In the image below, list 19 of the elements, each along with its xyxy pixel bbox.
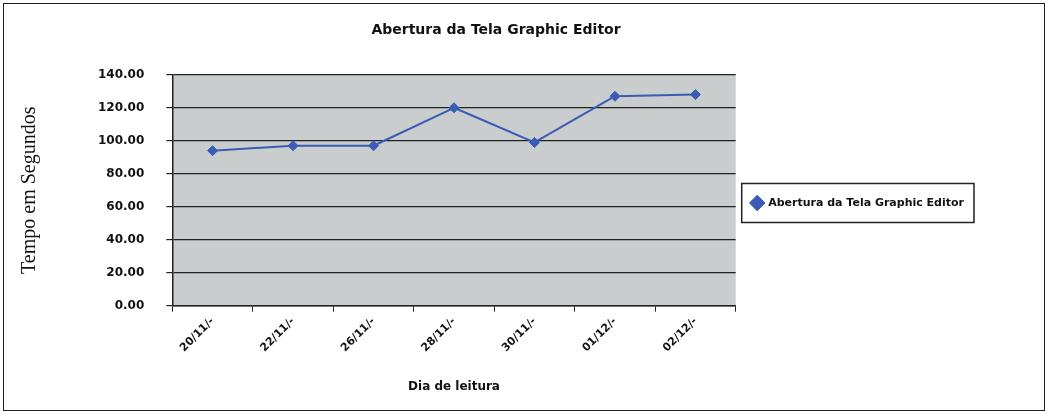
legend-label: Abertura da Tela Graphic Editor (768, 195, 965, 209)
point (287, 140, 299, 152)
y-tick-label: 80.00 (106, 165, 145, 180)
y-tick-label: 140.00 (97, 66, 145, 81)
y-tick-label: 120.00 (97, 99, 145, 114)
point (609, 90, 621, 102)
y-axis-title: Tempo em Segundos (17, 106, 41, 274)
chart-title: Abertura da Tela Graphic Editor (371, 21, 621, 38)
point (368, 140, 380, 152)
y-tick-label: 0.00 (114, 297, 145, 312)
point (689, 89, 701, 101)
x-axis-title: Dia de leitura (408, 378, 500, 393)
y-tick-label: 40.00 (106, 231, 145, 246)
point (207, 145, 219, 157)
y-tick-label: 100.00 (97, 132, 145, 147)
point (528, 136, 540, 148)
y-tick-label: 60.00 (106, 198, 145, 213)
point (448, 102, 460, 114)
y-tick-label: 20.00 (106, 264, 145, 279)
